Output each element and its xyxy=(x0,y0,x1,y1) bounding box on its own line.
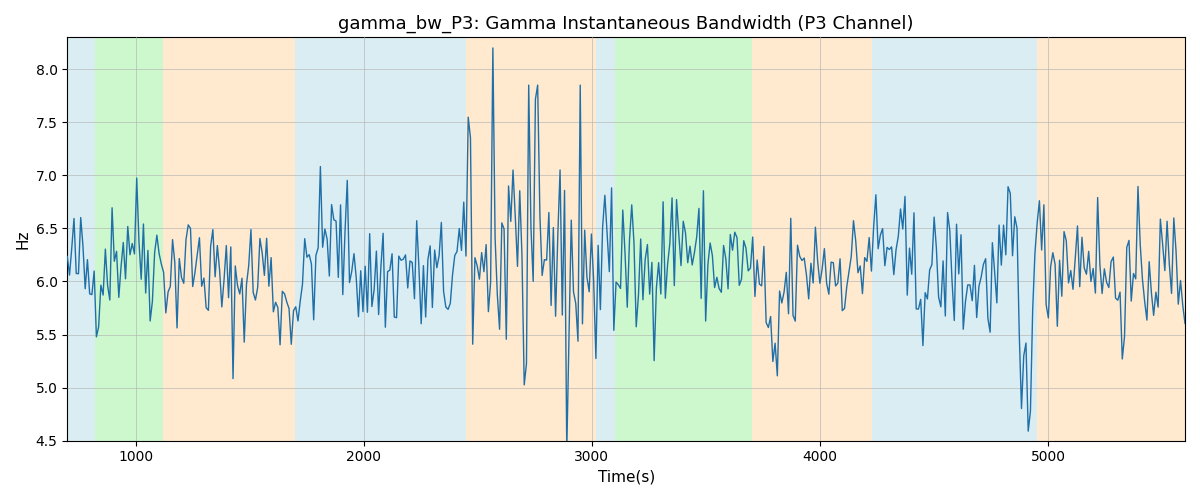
Bar xyxy=(614,38,751,440)
Y-axis label: Hz: Hz xyxy=(16,230,30,249)
Bar xyxy=(751,38,872,440)
Bar xyxy=(95,38,163,440)
Title: gamma_bw_P3: Gamma Instantaneous Bandwidth (P3 Channel): gamma_bw_P3: Gamma Instantaneous Bandwid… xyxy=(338,15,914,34)
Bar xyxy=(163,38,295,440)
Bar xyxy=(295,38,467,440)
Bar xyxy=(467,38,596,440)
X-axis label: Time(s): Time(s) xyxy=(598,470,655,485)
Bar xyxy=(872,38,1037,440)
Bar xyxy=(596,38,614,440)
Bar xyxy=(1037,38,1186,440)
Bar xyxy=(67,38,95,440)
